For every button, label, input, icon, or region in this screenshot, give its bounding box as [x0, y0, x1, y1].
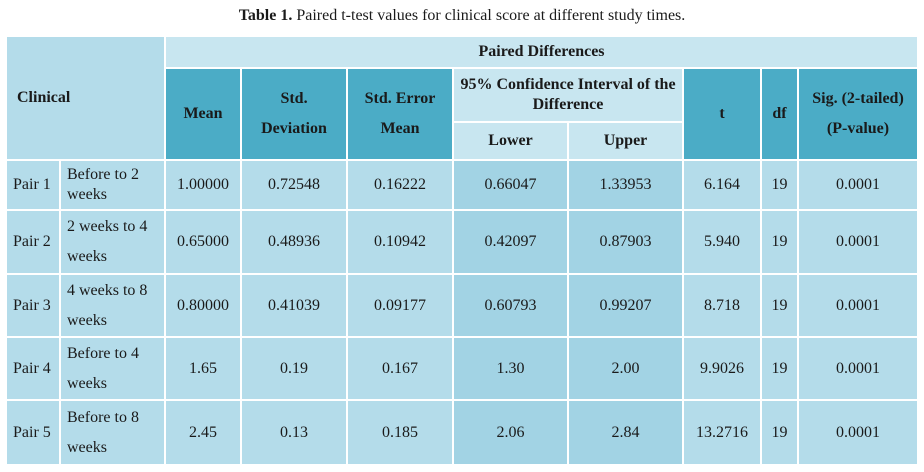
table-row: Pair 2 2 weeks to 4 weeks 0.65000 0.4893…	[5, 209, 920, 275]
se-cell: 0.10942	[346, 209, 454, 275]
df-header: df	[760, 67, 799, 161]
mean-cell: 0.65000	[164, 209, 242, 275]
lower-header: Lower	[452, 121, 569, 161]
std-deviation-header: Std. Deviation	[240, 67, 348, 161]
t-cell: 6.164	[682, 159, 762, 211]
mean-cell: 1.00000	[164, 159, 242, 211]
table-row: Pair 4 Before to 4 weeks 1.65 0.19 0.167…	[5, 336, 920, 401]
comparison-label: 4 weeks to 8 weeks	[59, 273, 166, 338]
pair-label: Pair 4	[5, 336, 61, 401]
t-cell: 8.718	[682, 273, 762, 338]
pair-label: Pair 2	[5, 209, 61, 275]
se-cell: 0.16222	[346, 159, 454, 211]
sd-cell: 0.41039	[240, 273, 348, 338]
t-cell: 13.2716	[682, 399, 762, 466]
pair-label: Pair 1	[5, 159, 61, 211]
se-cell: 0.167	[346, 336, 454, 401]
df-cell: 19	[760, 399, 799, 466]
table-caption: Table 1. Paired t-test values for clinic…	[0, 6, 924, 26]
upper-header: Upper	[567, 121, 684, 161]
table-row: Pair 1 Before to 2 weeks 1.00000 0.72548…	[5, 159, 920, 211]
mean-cell: 2.45	[164, 399, 242, 466]
upper-cell: 2.00	[567, 336, 684, 401]
se-cell: 0.185	[346, 399, 454, 466]
clinical-header: Clinical	[5, 35, 166, 161]
df-cell: 19	[760, 209, 799, 275]
mean-cell: 1.65	[164, 336, 242, 401]
std-error-mean-header: Std. Error Mean	[346, 67, 454, 161]
comparison-label: Before to 8 weeks	[59, 399, 166, 466]
df-cell: 19	[760, 336, 799, 401]
sd-cell: 0.48936	[240, 209, 348, 275]
paired-t-test-table: Clinical Paired Differences Mean Std. De…	[5, 35, 920, 466]
p-cell: 0.0001	[796, 159, 920, 211]
confidence-interval-header: 95% Confidence Interval of the Differenc…	[452, 67, 684, 123]
mean-cell: 0.80000	[164, 273, 242, 338]
paired-differences-header: Paired Differences	[163, 35, 920, 69]
df-cell: 19	[760, 159, 799, 211]
lower-cell: 0.42097	[452, 209, 569, 275]
p-cell: 0.0001	[796, 209, 920, 275]
table-row: Pair 3 4 weeks to 8 weeks 0.80000 0.4103…	[5, 273, 920, 338]
p-cell: 0.0001	[796, 336, 920, 401]
p-cell: 0.0001	[796, 273, 920, 338]
sd-cell: 0.72548	[240, 159, 348, 211]
upper-cell: 2.84	[567, 399, 684, 466]
lower-cell: 2.06	[452, 399, 569, 466]
sig-header: Sig. (2-tailed) (P-value)	[796, 67, 920, 161]
se-cell: 0.09177	[346, 273, 454, 338]
upper-cell: 0.87903	[567, 209, 684, 275]
table-caption-text: Paired t-test values for clinical score …	[292, 7, 686, 24]
t-header: t	[682, 67, 762, 161]
lower-cell: 0.66047	[452, 159, 569, 211]
df-cell: 19	[760, 273, 799, 338]
pair-label: Pair 5	[5, 399, 61, 466]
sd-cell: 0.19	[240, 336, 348, 401]
upper-cell: 1.33953	[567, 159, 684, 211]
p-cell: 0.0001	[796, 399, 920, 466]
table-row: Pair 5 Before to 8 weeks 2.45 0.13 0.185…	[5, 399, 920, 466]
t-cell: 5.940	[682, 209, 762, 275]
t-cell: 9.9026	[682, 336, 762, 401]
upper-cell: 0.99207	[567, 273, 684, 338]
mean-header: Mean	[164, 67, 242, 161]
table-caption-label: Table 1.	[238, 7, 293, 24]
lower-cell: 0.60793	[452, 273, 569, 338]
sd-cell: 0.13	[240, 399, 348, 466]
lower-cell: 1.30	[452, 336, 569, 401]
comparison-label: 2 weeks to 4 weeks	[59, 209, 166, 275]
pair-label: Pair 3	[5, 273, 61, 338]
comparison-label: Before to 4 weeks	[59, 336, 166, 401]
comparison-label: Before to 2 weeks	[59, 159, 166, 211]
